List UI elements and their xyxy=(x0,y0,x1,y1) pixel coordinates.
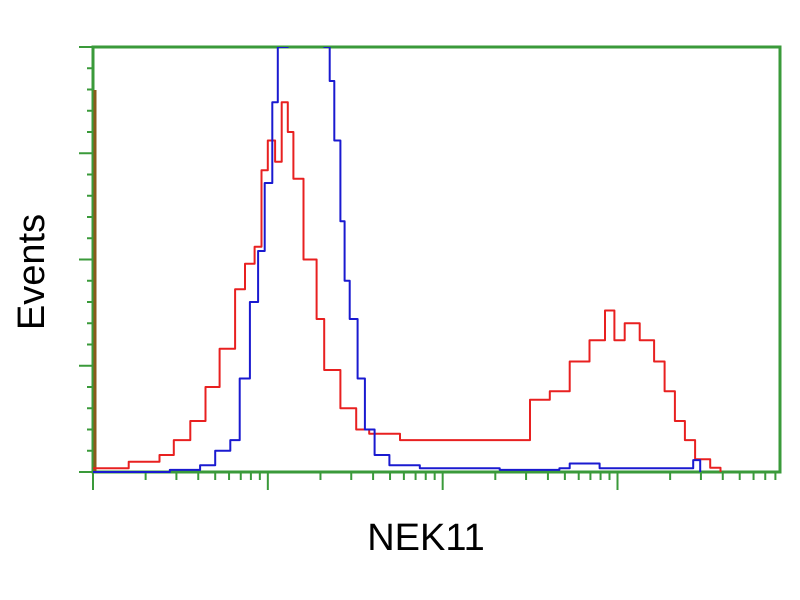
axes xyxy=(79,45,782,490)
series-group xyxy=(93,47,722,473)
plot-frame xyxy=(91,45,782,474)
histogram-series-1 xyxy=(93,101,722,472)
y-axis-label: Events xyxy=(11,214,53,330)
x-axis-label: NEK11 xyxy=(367,517,485,559)
histogram-series-2 xyxy=(93,47,702,473)
